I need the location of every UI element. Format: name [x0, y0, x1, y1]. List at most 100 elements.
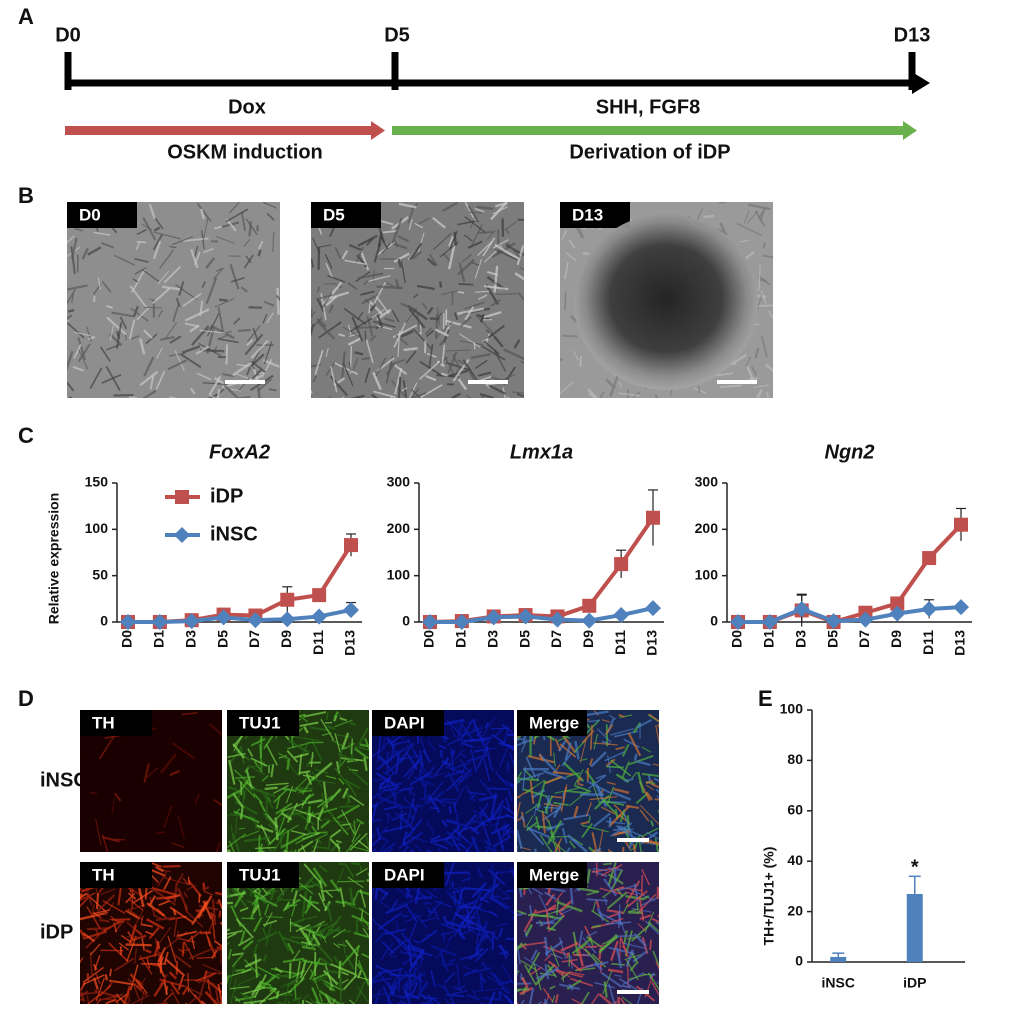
texture-stroke	[579, 737, 588, 763]
texture-stroke	[525, 815, 534, 828]
image-label-box	[80, 710, 152, 736]
texture-stroke	[67, 319, 70, 322]
texture-stroke	[156, 896, 175, 900]
texture-stroke	[324, 915, 342, 937]
texture-stroke	[257, 240, 264, 250]
texture-stroke	[409, 847, 414, 852]
texture-stroke	[589, 725, 593, 750]
texture-stroke	[263, 359, 280, 368]
texture-stroke	[465, 394, 472, 398]
texture-stroke	[237, 937, 252, 947]
x-tick-label: D0	[421, 630, 437, 648]
texture-stroke	[146, 767, 159, 779]
texture-stroke	[493, 335, 504, 348]
texture-stroke	[410, 387, 420, 398]
texture-stroke	[288, 739, 310, 754]
texture-stroke	[411, 389, 422, 398]
texture-stroke	[596, 907, 605, 922]
texture-stroke	[476, 920, 482, 936]
texture-stroke	[153, 978, 167, 997]
texture-stroke	[283, 849, 289, 852]
texture-stroke	[406, 797, 415, 824]
texture-stroke	[445, 765, 468, 775]
texture-stroke	[401, 914, 409, 918]
texture-stroke	[379, 841, 388, 852]
texture-stroke	[403, 831, 424, 847]
texture-stroke	[342, 787, 349, 799]
texture-stroke	[96, 997, 102, 1004]
texture-stroke	[239, 806, 244, 820]
texture-stroke	[538, 753, 559, 775]
texture-stroke	[321, 292, 333, 308]
texture-stroke	[434, 900, 453, 908]
texture-stroke	[504, 221, 517, 231]
texture-stroke	[157, 870, 168, 887]
panel-label: C	[18, 423, 34, 448]
image-label-box	[517, 862, 587, 888]
texture-stroke	[230, 978, 237, 1004]
texture-stroke	[525, 923, 533, 937]
texture-stroke	[267, 828, 287, 846]
texture-stroke	[347, 281, 358, 291]
texture-stroke	[527, 951, 541, 973]
x-tick-label: D1	[151, 630, 167, 648]
texture-stroke	[316, 286, 321, 293]
texture-stroke	[354, 326, 379, 329]
texture-stroke	[257, 378, 273, 392]
texture-stroke	[491, 733, 514, 751]
texture-stroke	[471, 828, 480, 835]
texture-stroke	[250, 360, 267, 374]
texture-stroke	[447, 736, 464, 746]
texture-stroke	[246, 366, 251, 376]
phase-bottom: OSKM induction	[167, 141, 323, 163]
y-tick-label: 150	[85, 474, 109, 490]
texture-stroke	[513, 339, 521, 349]
texture-stroke	[456, 720, 463, 740]
texture-stroke	[227, 888, 230, 898]
texture-stroke	[341, 971, 349, 976]
texture-stroke	[148, 926, 160, 940]
texture-stroke	[449, 230, 458, 250]
texture-stroke	[215, 841, 221, 852]
texture-stroke	[623, 930, 628, 945]
texture-stroke	[592, 901, 596, 912]
texture-stroke	[292, 949, 301, 961]
texture-stroke	[641, 874, 644, 896]
texture-stroke	[432, 906, 440, 921]
chart-title: Ngn2	[825, 441, 875, 463]
texture-stroke	[330, 366, 338, 393]
texture-stroke	[305, 1000, 314, 1004]
texture-stroke	[703, 214, 715, 219]
texture-stroke	[266, 312, 274, 324]
texture-stroke	[467, 368, 476, 382]
texture-stroke	[125, 943, 152, 947]
texture-stroke	[525, 821, 538, 832]
x-tick-label: iDP	[903, 975, 926, 991]
texture-stroke	[430, 835, 441, 842]
texture-stroke	[581, 824, 609, 833]
texture-stroke	[258, 988, 277, 1004]
phase-bottom: Derivation of iDP	[569, 141, 730, 163]
texture-stroke	[318, 321, 342, 339]
texture-stroke	[478, 908, 497, 915]
texture-stroke	[326, 725, 336, 731]
image-label-box	[372, 710, 444, 736]
texture-stroke	[580, 943, 588, 950]
texture-stroke	[460, 741, 474, 748]
texture-stroke	[425, 374, 437, 382]
texture-stroke	[445, 319, 472, 329]
texture-stroke	[302, 741, 309, 755]
x-tick-label: D5	[516, 630, 532, 648]
texture-stroke	[447, 351, 458, 374]
texture-stroke	[465, 785, 476, 802]
texture-stroke	[77, 337, 86, 361]
marker	[890, 596, 905, 611]
phase-arrow	[65, 126, 371, 135]
texture-stroke	[134, 267, 147, 275]
texture-stroke	[451, 392, 461, 398]
texture-stroke	[505, 244, 524, 257]
legend-label: iNSC	[210, 523, 258, 545]
texture-stroke	[474, 988, 500, 993]
texture-stroke	[760, 290, 767, 304]
texture-stroke	[584, 925, 592, 940]
